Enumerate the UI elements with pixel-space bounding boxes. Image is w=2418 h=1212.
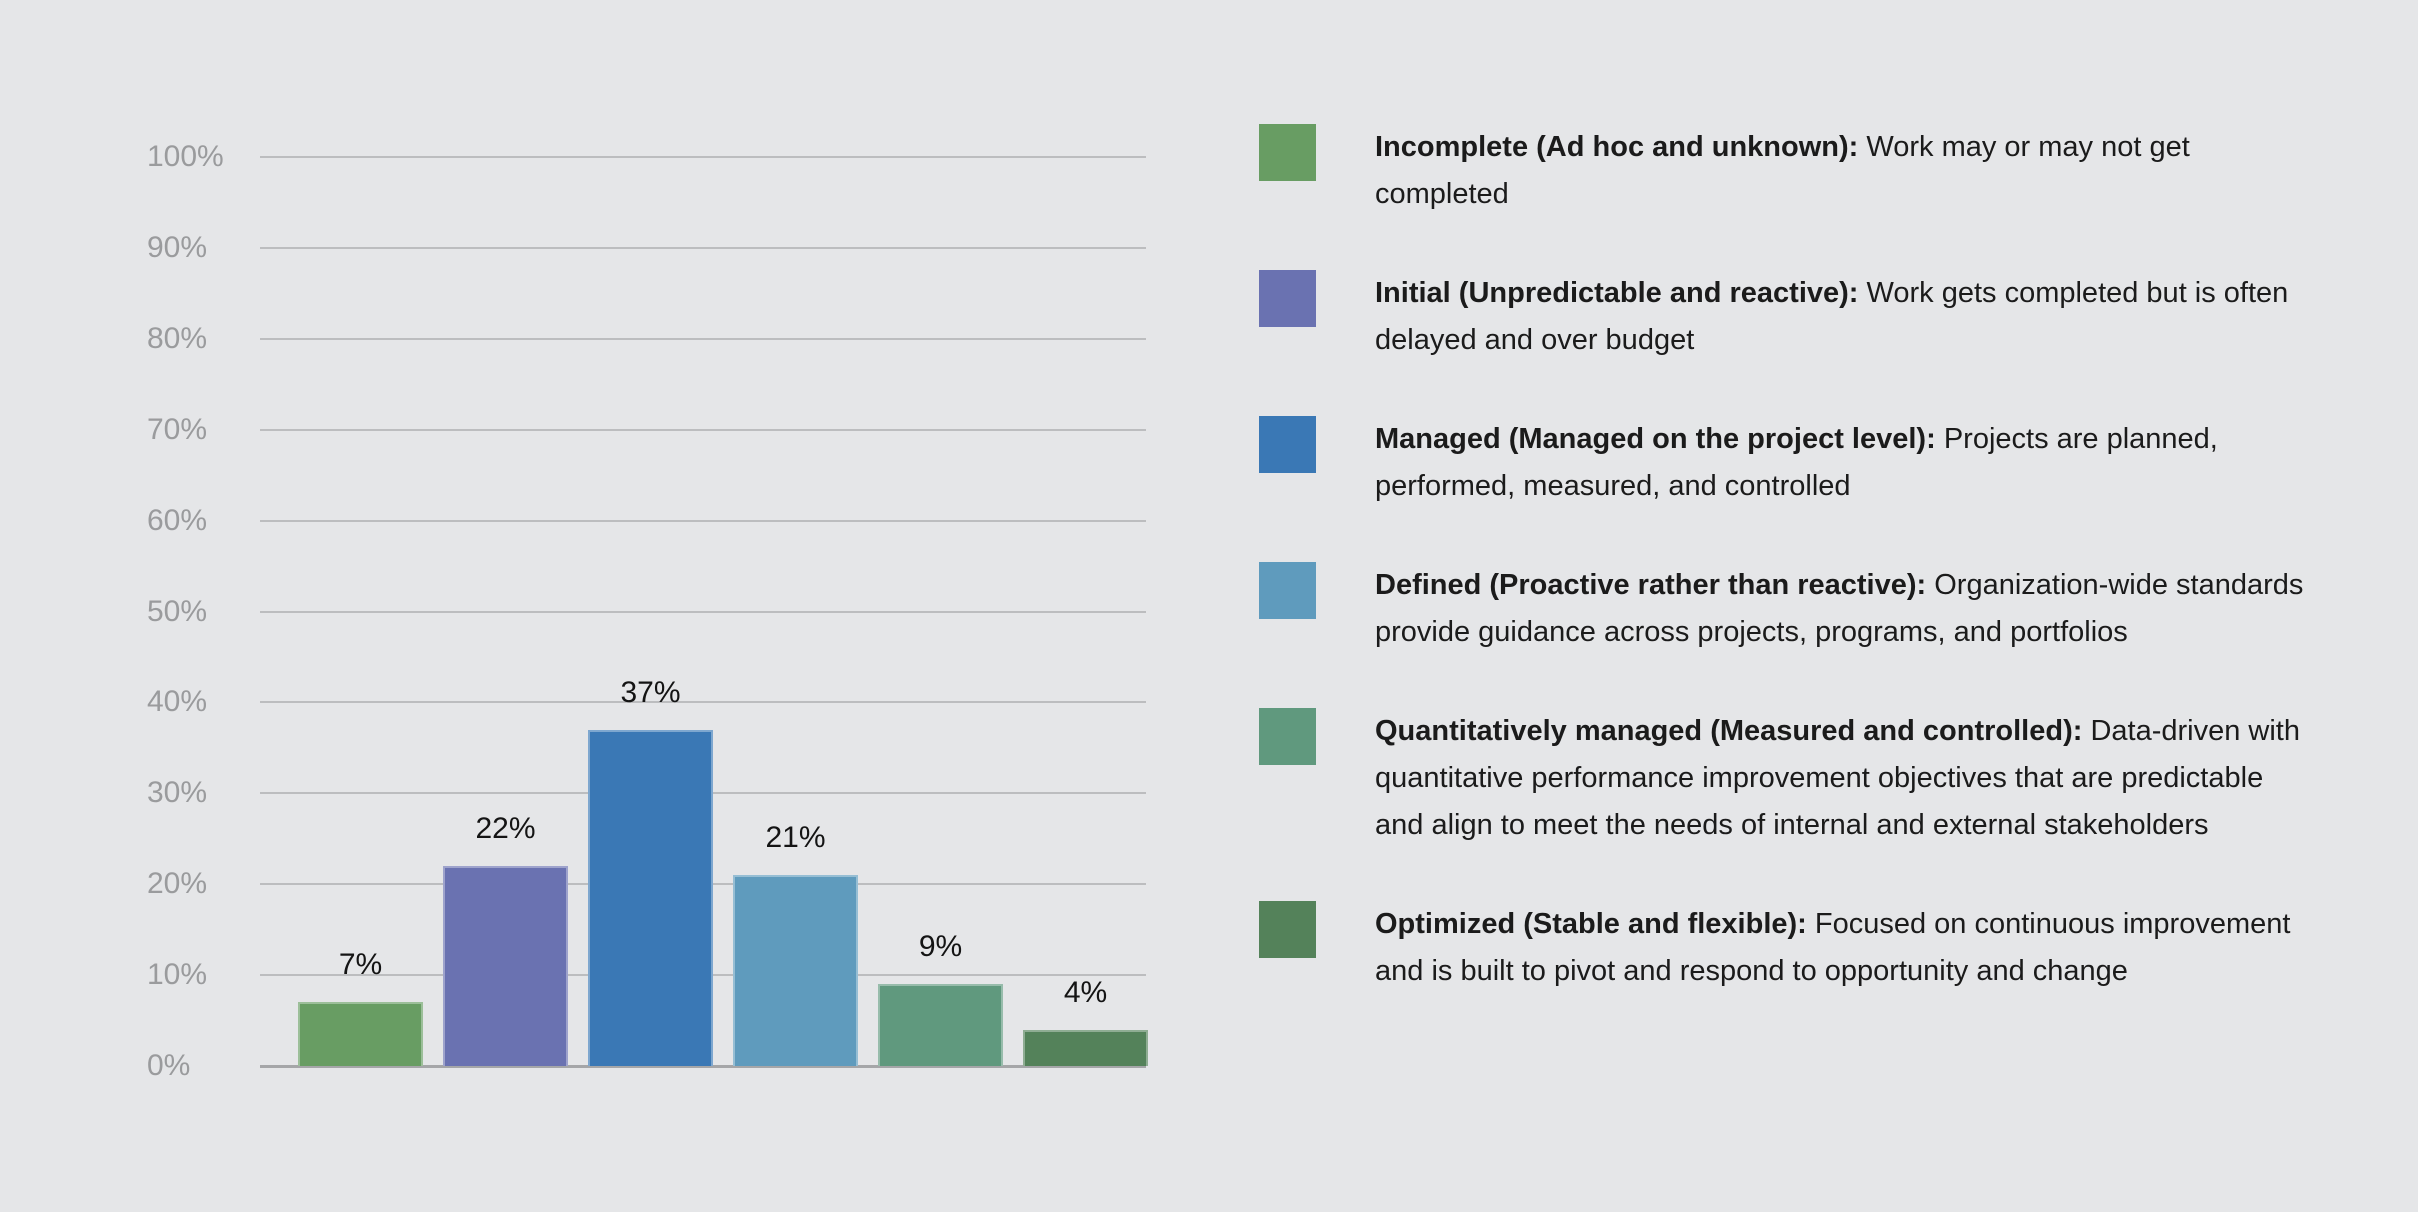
x-axis-baseline bbox=[260, 1065, 1146, 1068]
bar-group: 7% bbox=[298, 157, 423, 1066]
legend-swatch bbox=[1259, 416, 1316, 473]
y-tick-label: 20% bbox=[147, 867, 208, 901]
legend-description: Projects are planned, performed, measure… bbox=[1375, 423, 2218, 502]
bar bbox=[733, 875, 858, 1066]
gridline bbox=[260, 701, 1146, 704]
bar-value-label: 9% bbox=[918, 930, 963, 964]
legend-term: Quantitatively managed (Measured and con… bbox=[1375, 715, 2083, 747]
bar-group: 22% bbox=[443, 157, 568, 1066]
bar bbox=[588, 729, 713, 1066]
bars-container: 7% 22% 37% 21% 9% 4% bbox=[298, 157, 1148, 1066]
legend-text: Quantitatively managed (Measured and con… bbox=[1375, 708, 2315, 849]
legend-text: Defined (Proactive rather than reactive)… bbox=[1375, 562, 2315, 656]
bar bbox=[443, 866, 568, 1066]
gridline bbox=[260, 610, 1146, 613]
y-tick-label: 30% bbox=[147, 776, 208, 810]
legend-swatch bbox=[1259, 270, 1316, 327]
legend-description: Data-driven with quantitative performanc… bbox=[1375, 715, 2300, 841]
gridline bbox=[260, 246, 1146, 249]
bar-group: 21% bbox=[733, 157, 858, 1066]
bar-value-label: 7% bbox=[338, 948, 383, 982]
legend-term: Optimized (Stable and flexible): bbox=[1375, 908, 1807, 940]
gridline bbox=[260, 519, 1146, 522]
legend-text: Initial (Unpredictable and reactive): Wo… bbox=[1375, 270, 2315, 364]
y-tick-label: 100% bbox=[147, 140, 224, 173]
bar-value-label: 22% bbox=[475, 812, 536, 846]
y-tick-label: 10% bbox=[147, 958, 208, 992]
bar-group: 4% bbox=[1023, 157, 1148, 1066]
bar-group: 9% bbox=[878, 157, 1003, 1066]
bar bbox=[1023, 1029, 1148, 1066]
y-tick-label: 70% bbox=[147, 412, 208, 446]
y-tick-label: 50% bbox=[147, 594, 208, 628]
legend-text: Managed (Managed on the project level): … bbox=[1375, 416, 2315, 510]
plot-area: 7% 22% 37% 21% 9% 4% 100% 90% 80% 70% 60% 50% 40% 30… bbox=[147, 140, 1148, 1082]
y-tick-label: 60% bbox=[147, 503, 208, 537]
legend-swatch bbox=[1259, 901, 1316, 958]
gridline bbox=[260, 156, 1146, 158]
legend-item: Managed (Managed on the project level): … bbox=[1259, 416, 2334, 510]
legend-description: Focused on continuous improvement and is… bbox=[1375, 908, 2291, 987]
legend-text: Incomplete (Ad hoc and unknown): Work ma… bbox=[1375, 124, 2315, 218]
y-tick-label: 40% bbox=[147, 685, 208, 719]
legend-term: Incomplete (Ad hoc and unknown): bbox=[1375, 131, 1859, 163]
y-tick-label: 90% bbox=[147, 230, 208, 264]
y-tick-label: 0% bbox=[147, 1049, 191, 1082]
legend-item: Quantitatively managed (Measured and con… bbox=[1259, 708, 2334, 849]
legend-description: Work gets completed but is often delayed… bbox=[1375, 277, 2289, 356]
bar-value-label: 21% bbox=[765, 821, 826, 855]
legend-swatch bbox=[1259, 562, 1316, 619]
gridline bbox=[260, 428, 1146, 431]
legend-item: Initial (Unpredictable and reactive): Wo… bbox=[1259, 270, 2334, 364]
legend-term: Initial (Unpredictable and reactive): bbox=[1375, 277, 1859, 309]
legend-description: Organization-wide standards provide guid… bbox=[1375, 569, 2304, 648]
bar bbox=[298, 1002, 423, 1066]
legend-text: Optimized (Stable and flexible): Focused… bbox=[1375, 901, 2315, 995]
gridline bbox=[260, 337, 1146, 340]
legend-swatch bbox=[1259, 124, 1316, 181]
bar-value-label: 37% bbox=[620, 675, 681, 709]
legend-description: Work may or may not get completed bbox=[1375, 131, 2190, 210]
legend-item: Incomplete (Ad hoc and unknown): Work ma… bbox=[1259, 124, 2334, 218]
legend: Incomplete (Ad hoc and unknown): Work ma… bbox=[1259, 124, 2334, 1047]
y-tick-label: 80% bbox=[147, 321, 208, 355]
legend-term: Managed (Managed on the project level): bbox=[1375, 423, 1936, 455]
bar-group: 37% bbox=[588, 157, 713, 1066]
legend-term: Defined (Proactive rather than reactive)… bbox=[1375, 569, 1927, 601]
bar bbox=[878, 984, 1003, 1066]
legend-item: Defined (Proactive rather than reactive)… bbox=[1259, 562, 2334, 656]
legend-swatch bbox=[1259, 708, 1316, 765]
bar-value-label: 4% bbox=[1063, 975, 1108, 1009]
legend-item: Optimized (Stable and flexible): Focused… bbox=[1259, 901, 2334, 995]
